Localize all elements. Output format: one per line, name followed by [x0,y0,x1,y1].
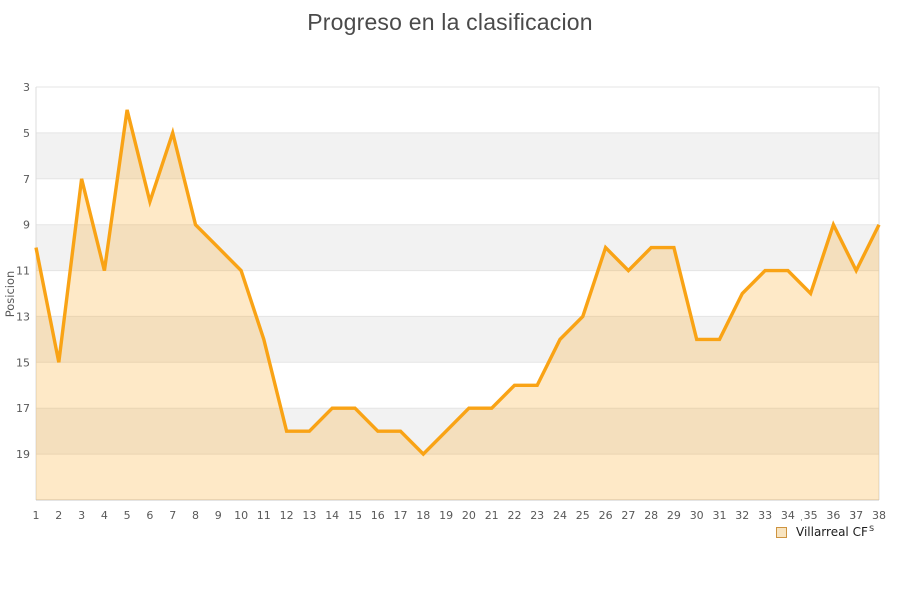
legend-artifact-s: s [869,523,875,534]
x-tick-label: 12 [280,509,294,522]
x-tick-label: 20 [462,509,476,522]
x-tick-label: 28 [644,509,658,522]
plot-band [36,270,879,317]
y-axis-title: Posicion [3,271,17,318]
x-tick-label: 34 [781,509,795,522]
legend-swatch-icon [776,526,787,538]
y-tick-label: 3 [23,81,30,94]
y-tick-label: 5 [23,127,30,140]
x-tick-label: 7 [169,509,176,522]
x-tick-label: 9 [215,509,222,522]
y-tick-label: 15 [16,356,30,369]
y-tick-label: 17 [16,402,30,415]
y-tick-label: 11 [16,265,30,278]
x-tick-label: 36 [826,509,840,522]
x-tick-label: 11 [257,509,271,522]
x-tick-label: 3 [78,509,85,522]
x-tick-label: 1 [33,509,40,522]
plot-band [36,316,879,363]
plot-band [36,132,879,179]
x-tick-label: 22 [508,509,522,522]
x-tick-label: 16 [371,509,385,522]
plot-band [36,178,879,225]
x-tick-label: 33 [758,509,772,522]
x-tick-label: 8 [192,509,199,522]
x-tick-label: 30 [690,509,704,522]
x-tick-label: 18 [416,509,430,522]
villarreal-series-line [34,109,881,457]
x-tick-label: 4 [101,509,108,522]
x-tick-label: 13 [302,509,316,522]
y-tick-label: 19 [16,448,30,461]
x-tick-label: 27 [621,509,635,522]
x-tick-label: 29 [667,509,681,522]
x-tick-label: 32 [735,509,749,522]
x-tick-label: 25 [576,509,590,522]
villarreal-series-area [36,109,879,501]
x-tick-label: 23 [530,509,544,522]
y-tick-label: 13 [16,310,30,323]
x-tick-label: 37 [849,509,863,522]
x-tick-label: 24 [553,509,567,522]
x-tick-label: 17 [394,509,408,522]
x-tick-label: 31 [713,509,727,522]
plot-band [36,87,879,133]
x-tick-label: 10 [234,509,248,522]
plot-band [36,362,879,409]
plot-band [36,408,879,455]
x-tick-label: 15 [348,509,362,522]
plot-band [36,224,879,271]
legend: Villarreal CF [776,525,868,539]
x-tick-label: 26 [599,509,613,522]
chart-title: Progreso en la clasificacion [307,9,593,35]
x-tick-label: 2 [55,509,62,522]
legend-artifact-dot: · [800,516,803,526]
y-tick-label: 9 [23,219,30,232]
x-tick-label: 38 [872,509,886,522]
y-tick-label: 7 [23,173,30,186]
legend-series-label: Villarreal CF [796,525,868,539]
plot-band [36,454,879,500]
x-tick-label: 5 [124,509,131,522]
x-tick-label: 6 [146,509,153,522]
x-tick-label: 19 [439,509,453,522]
x-tick-label: 14 [325,509,339,522]
x-tick-label: 21 [485,509,499,522]
x-tick-label: 35 [804,509,818,522]
legend-artifact-tick: ' [853,514,856,524]
